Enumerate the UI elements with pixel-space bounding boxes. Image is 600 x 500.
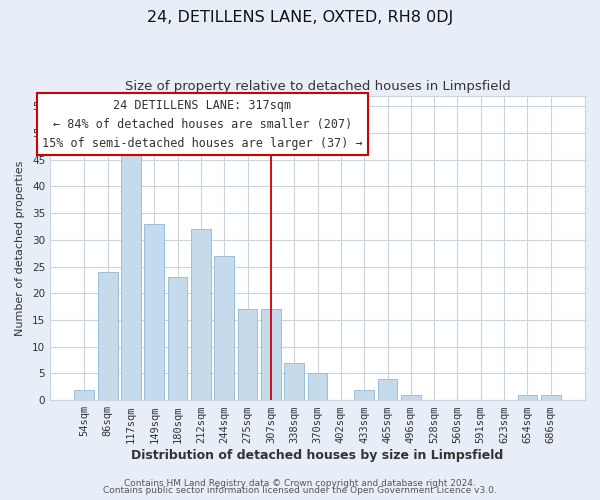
Bar: [401, 395, 421, 400]
Bar: [214, 256, 234, 400]
Bar: [377, 379, 397, 400]
X-axis label: Distribution of detached houses by size in Limpsfield: Distribution of detached houses by size …: [131, 450, 503, 462]
Bar: [518, 395, 538, 400]
Text: 24 DETILLENS LANE: 317sqm
← 84% of detached houses are smaller (207)
15% of semi: 24 DETILLENS LANE: 317sqm ← 84% of detac…: [42, 98, 363, 150]
Bar: [238, 310, 257, 400]
Bar: [261, 310, 281, 400]
Bar: [145, 224, 164, 400]
Bar: [308, 374, 328, 400]
Bar: [284, 363, 304, 400]
Bar: [98, 272, 118, 400]
Title: Size of property relative to detached houses in Limpsfield: Size of property relative to detached ho…: [125, 80, 511, 93]
Bar: [191, 229, 211, 400]
Text: Contains HM Land Registry data © Crown copyright and database right 2024.: Contains HM Land Registry data © Crown c…: [124, 478, 476, 488]
Bar: [74, 390, 94, 400]
Y-axis label: Number of detached properties: Number of detached properties: [15, 160, 25, 336]
Bar: [541, 395, 560, 400]
Text: 24, DETILLENS LANE, OXTED, RH8 0DJ: 24, DETILLENS LANE, OXTED, RH8 0DJ: [147, 10, 453, 25]
Bar: [354, 390, 374, 400]
Bar: [167, 278, 187, 400]
Bar: [121, 154, 141, 400]
Text: Contains public sector information licensed under the Open Government Licence v3: Contains public sector information licen…: [103, 486, 497, 495]
